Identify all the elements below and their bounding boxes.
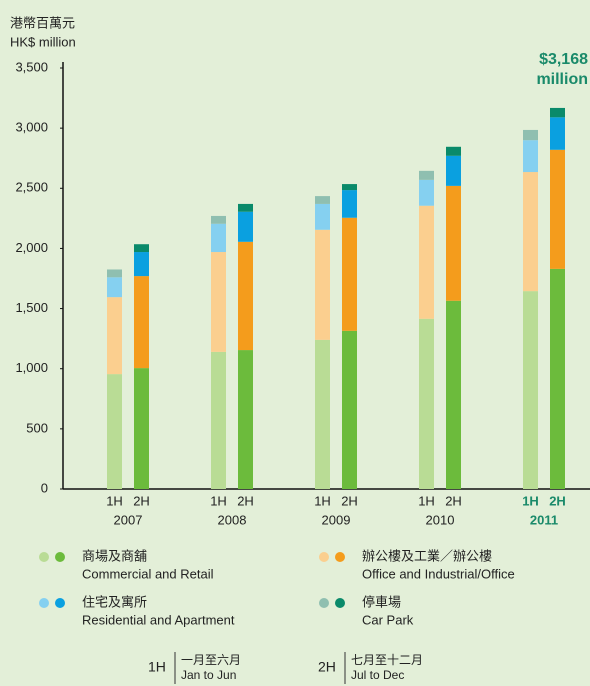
bar-segment [238,241,253,351]
footnote-text: Jul to Dec [351,668,404,682]
footnote-label: 1H [148,659,166,675]
y-tick-label: 2,000 [15,240,48,255]
bar-segment [342,190,357,218]
legend-marker [39,598,49,608]
bar-segment [523,291,538,489]
legend-label: Car Park [362,612,414,627]
x-tick-label: 2H [133,493,150,508]
y-tick-label: 0 [41,480,48,495]
legend-marker [39,552,49,562]
x-tick-label: 2009 [322,512,351,527]
footnote-text: Jan to Jun [181,668,236,682]
bar-segment [523,172,538,292]
y-tick-label: 1,000 [15,360,48,375]
y-tick-label: 2,500 [15,180,48,195]
legend-label: 商場及商舖 [82,548,147,563]
x-tick-label: 2H [445,493,462,508]
legend-label: 住宅及寓所 [82,594,147,609]
footnote-label: 2H [318,659,336,675]
y-tick-label: 3,000 [15,120,48,135]
bar-segment [550,149,565,269]
bar-segment [315,196,330,204]
footnote-text: 一月至六月 [181,653,241,667]
bar-segment [550,107,565,118]
legend-marker [55,598,65,608]
bar-segment [523,140,538,173]
bar-segment [134,276,149,369]
bar-segment [446,300,461,489]
bar-segment [342,330,357,489]
bar-segment [211,252,226,352]
legend-marker [335,552,345,562]
legend-label: Office and Industrial/Office [362,566,515,581]
bar-segment [550,268,565,489]
bar-segment [342,217,357,331]
legend-label: Residential and Apartment [82,612,235,627]
bar-segment [107,297,122,375]
legend-label: 停車場 [362,594,401,609]
y-tick-label: 500 [26,420,48,435]
x-tick-label: 1H [106,493,123,508]
bar-segment [315,229,330,340]
x-tick-label: 1H [522,493,539,508]
bar-segment [238,203,253,212]
legend-marker [55,552,65,562]
legend-marker [335,598,345,608]
bar-segment [134,368,149,489]
bar-segment [446,185,461,301]
legend-label: 辦公樓及工業／辦公樓 [362,548,492,563]
bar-segment [419,170,434,180]
bar-segment [419,205,434,319]
x-tick-label: 1H [418,493,435,508]
x-tick-label: 1H [210,493,227,508]
bar-segment [107,374,122,489]
bar-segment [107,277,122,298]
x-tick-label: 2011 [530,512,558,527]
bar-segment [419,179,434,206]
bar-segment [315,203,330,230]
x-tick-label: 2007 [114,512,143,527]
bar-segment [107,269,122,278]
legend-label: Commercial and Retail [82,566,214,581]
annotation: million [536,71,588,88]
bar-segment [419,318,434,489]
y-axis-label: 港幣百萬元 [10,15,75,30]
bar-segment [550,117,565,150]
x-tick-label: 1H [314,493,331,508]
x-tick-label: 2H [237,493,254,508]
annotation: $3,168 [539,51,588,68]
x-tick-label: 2H [341,493,358,508]
legend-marker [319,552,329,562]
bar-segment [342,184,357,191]
bar-segment [446,155,461,186]
y-tick-label: 1,500 [15,300,48,315]
x-tick-label: 2008 [218,512,247,527]
legend-marker [319,598,329,608]
bar-segment [238,211,253,242]
footnote-text: 七月至十二月 [351,653,423,667]
bar-segment [211,351,226,489]
bar-segment [446,146,461,156]
x-tick-label: 2010 [426,512,455,527]
y-axis-label: HK$ million [10,34,76,49]
bar-segment [134,244,149,253]
x-tick-label: 2H [549,493,566,508]
bar-segment [134,252,149,277]
y-tick-label: 3,500 [15,59,48,74]
bar-segment [315,339,330,489]
bar-segment [523,129,538,141]
bar-segment [211,215,226,224]
bar-segment [211,223,226,253]
bar-segment [238,350,253,489]
